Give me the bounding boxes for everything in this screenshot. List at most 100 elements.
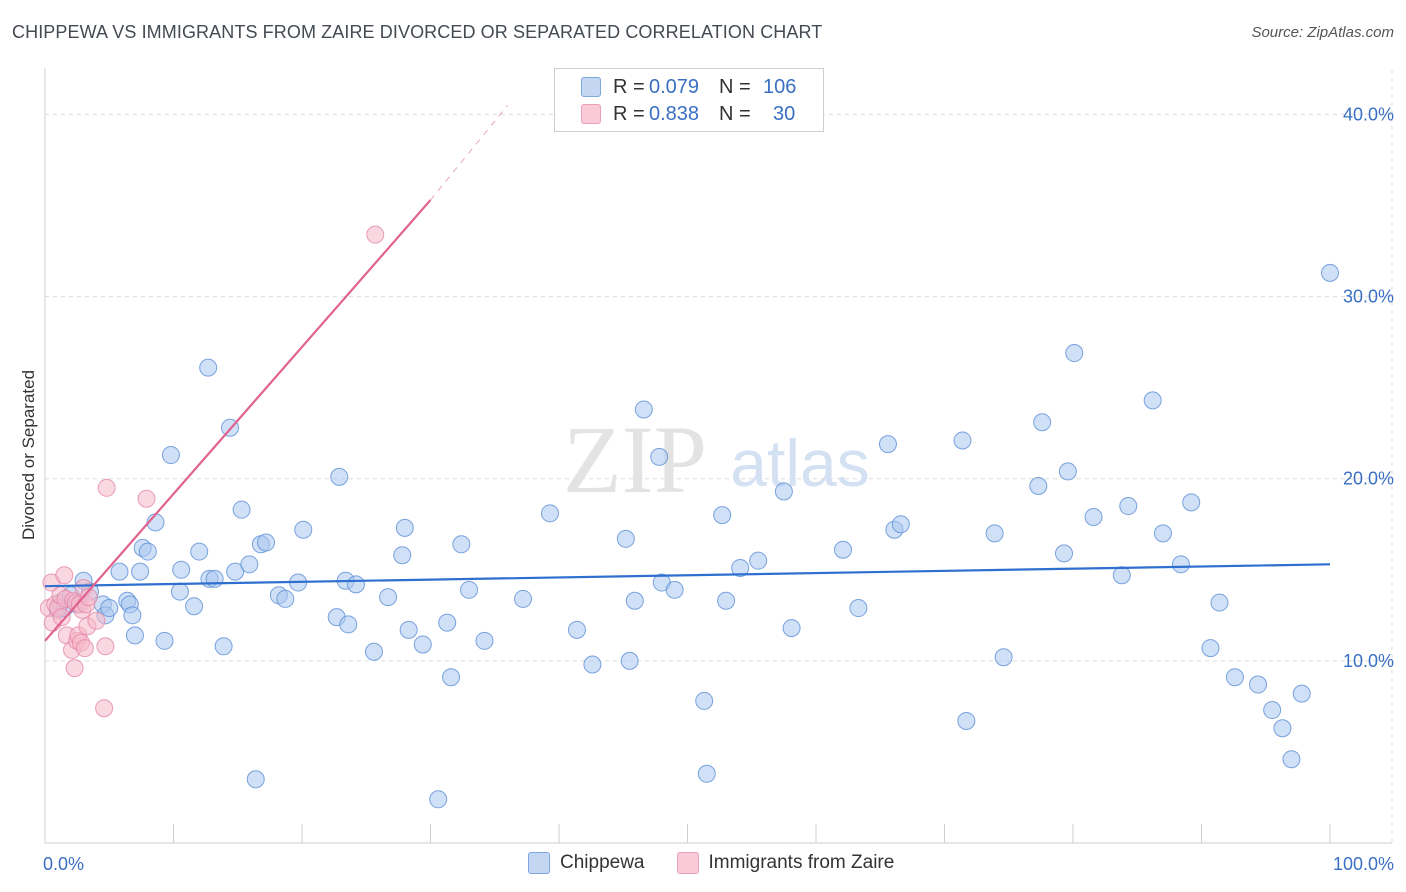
legend-row-zaire: R = 0.838 N = 30 (581, 102, 795, 126)
legend: R = 0.079 N = 106 R = 0.838 N = 30 (554, 68, 824, 132)
chippewa-point (994, 648, 1013, 667)
series-legend-chippewa: Chippewa (528, 852, 645, 874)
zaire-point (75, 639, 94, 658)
chippewa-point (246, 770, 265, 789)
chippewa-point (1058, 462, 1077, 481)
chippewa-point (749, 551, 768, 570)
chippewa-point (1273, 719, 1292, 738)
chippewa-point (172, 560, 191, 579)
chippewa-point (1321, 263, 1339, 282)
y-tick-label: 20.0% (1343, 469, 1394, 489)
chippewa-point (257, 533, 276, 552)
chippewa-point (650, 447, 669, 466)
chippewa-point (346, 575, 365, 594)
zaire-point (95, 699, 114, 718)
legend-r-label: R = (613, 75, 645, 98)
chippewa-point (232, 500, 251, 519)
chippewa-point (276, 589, 295, 608)
zaire-point (52, 608, 71, 627)
legend-r-value: 0.838 (649, 102, 700, 125)
chippewa-point (460, 580, 479, 599)
chippewa-point (123, 606, 142, 625)
chippewa-point (475, 631, 494, 650)
chippewa-point (620, 651, 639, 670)
y-tick-label: 40.0% (1343, 104, 1394, 124)
trend-lines (44, 105, 1331, 642)
chippewa-point (199, 358, 218, 377)
chippewa-point (1143, 391, 1162, 410)
legend-r-label: R = (613, 102, 645, 125)
chippewa-point (1182, 493, 1201, 512)
chippewa-point (985, 524, 1004, 543)
series-swatch-blue (528, 852, 550, 874)
chippewa-point (1210, 593, 1229, 612)
legend-swatch-blue (581, 77, 601, 97)
chippewa-point (185, 597, 204, 616)
x-tick-label: 0.0% (43, 854, 84, 874)
chippewa-point (731, 558, 750, 577)
chippewa-point (170, 582, 189, 601)
chippewa-trend-line (44, 563, 1331, 588)
legend-n-value: 106 (763, 75, 797, 98)
series-swatch-pink (676, 852, 699, 874)
chippewa-point (339, 615, 358, 634)
chippewa-point (1201, 639, 1220, 658)
zaire-trend-extension (430, 105, 508, 201)
chippewa-point (205, 569, 224, 588)
chippewa-point (541, 504, 560, 523)
legend-n-value: 30 (773, 102, 796, 125)
chippewa-point (226, 562, 245, 581)
watermark-atlas: atlas (730, 426, 869, 500)
chippewa-point (240, 555, 259, 574)
chippewa-point (100, 599, 119, 618)
chippewa-point (891, 515, 910, 534)
chippewa-point (567, 620, 586, 639)
chippewa-point (1084, 507, 1103, 526)
chippewa-point (294, 520, 313, 539)
series-name-chippewa: Chippewa (560, 852, 645, 873)
chippewa-point (1292, 684, 1311, 703)
chippewa-point (452, 535, 471, 554)
chippewa-point (1249, 675, 1268, 694)
zaire-point (366, 225, 385, 244)
legend-row-chippewa: R = 0.079 N = 106 (581, 75, 796, 99)
chippewa-point (774, 482, 793, 501)
zaire-point (96, 637, 115, 656)
chippewa-point (833, 540, 852, 559)
legend-n-label: N = (719, 102, 751, 125)
chippewa-point (438, 613, 457, 632)
chippewa-point (1153, 524, 1172, 543)
zaire-point (79, 588, 98, 607)
chippewa-point (379, 588, 398, 607)
series-legend-zaire: Immigrants from Zaire (676, 852, 895, 874)
chippewa-point (713, 506, 732, 525)
chippewa-point (695, 691, 714, 710)
y-tick-label: 10.0% (1343, 651, 1394, 671)
chippewa-point (110, 562, 129, 581)
chippewa-point (442, 668, 461, 687)
chippewa-point (131, 562, 150, 581)
series-legend: Chippewa Immigrants from Zaire (528, 852, 926, 874)
series-name-zaire: Immigrants from Zaire (708, 852, 895, 873)
chippewa-point (957, 711, 976, 730)
y-tick-label: 30.0% (1343, 287, 1394, 307)
chippewa-point (393, 546, 412, 565)
zaire-point (87, 611, 106, 630)
chippewa-point (697, 764, 716, 783)
chippewa-point (717, 591, 736, 610)
zaire-point (65, 659, 84, 678)
chippewa-point (190, 542, 209, 561)
legend-n-label: N = (719, 75, 751, 98)
chippewa-point (395, 518, 414, 537)
chippewa-point (1065, 344, 1084, 363)
chippewa-point (364, 642, 383, 661)
zaire-point (97, 478, 116, 497)
chippewa-point (953, 431, 972, 450)
chippewa-point (1033, 413, 1052, 432)
chippewa-point (413, 635, 432, 654)
chippewa-point (878, 435, 897, 454)
chippewa-point (1112, 566, 1131, 585)
x-tick-label: 100.0% (1333, 854, 1394, 874)
chippewa-point (155, 631, 174, 650)
